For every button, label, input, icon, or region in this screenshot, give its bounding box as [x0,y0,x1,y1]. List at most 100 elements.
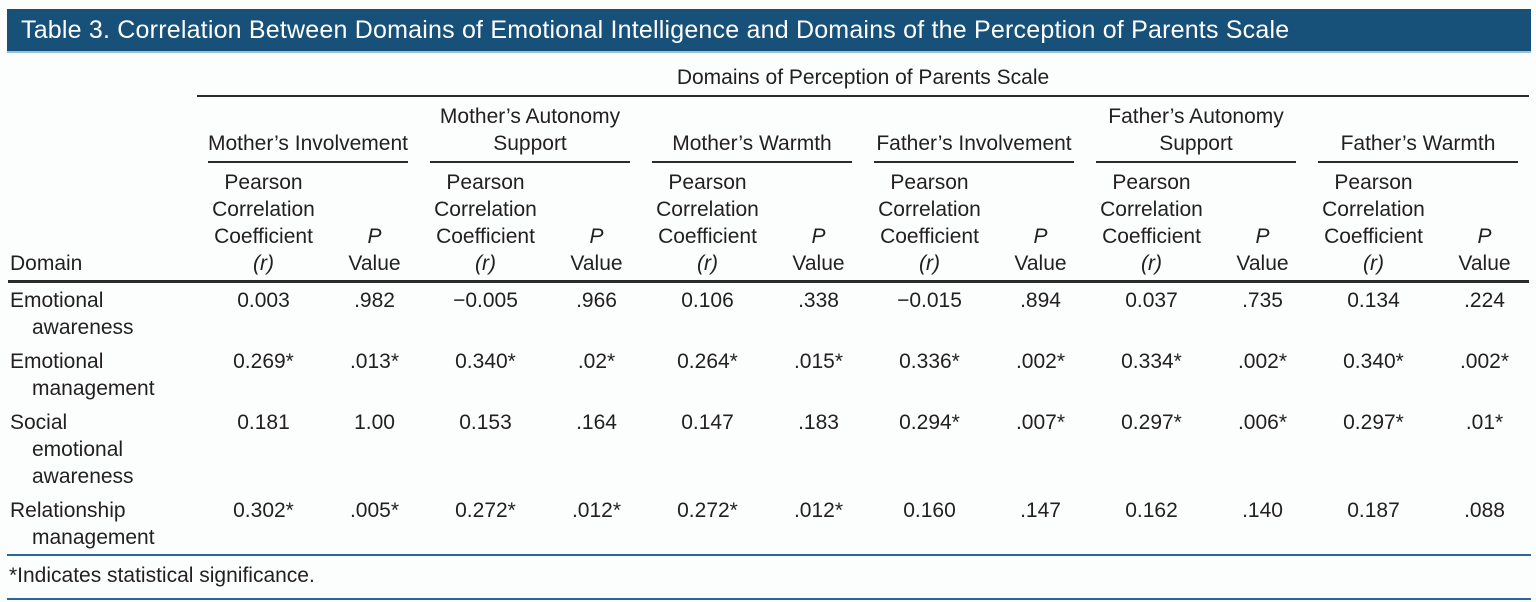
domain-line: awareness [32,316,134,339]
span-header-row: Domains of Perception of Parents Scale [8,53,1529,97]
r-symbol: (r) [1363,252,1384,275]
p-subheader-1: P Value [552,163,641,283]
domain-column-header: Domain [8,163,197,283]
p-subheader-line: Value [1014,252,1067,275]
group-header-label: Mother’s Involvement [208,128,408,163]
r-subheader-2: Pearson Correlation Coefficient (r) [641,163,774,283]
r-value-cell: 0.187 [1347,499,1400,522]
p-value-cell: .02* [577,350,616,373]
table-title: Table 3. Correlation Between Domains of … [21,16,1290,44]
r-subheader-5: Pearson Correlation Coefficient (r) [1307,163,1440,283]
r-value-cell: 0.147 [681,411,734,434]
r-value-cell: 0.153 [459,411,512,434]
table-row: Emotional management 0.269* .013* 0.340* .02*… [8,344,1529,405]
r-subheader-line: Correlation [1100,198,1203,221]
r-value-cell: 0.272* [677,499,738,522]
p-value-cell: .015* [793,350,844,373]
group-header-4: Father’s Autonomy Support [1085,96,1307,163]
r-value-cell: 0.272* [455,499,516,522]
p-value-cell: 1.00 [354,411,395,434]
correlation-table: Domains of Perception of Parents Scale M… [8,53,1529,554]
p-subheader-line: Value [1236,252,1289,275]
group-header-label: Father’s Involvement [874,128,1074,163]
group-header-label: Mother’s Warmth [652,128,852,163]
r-value-cell: 0.264* [677,350,738,373]
table-header: Domains of Perception of Parents Scale M… [8,53,1529,283]
p-value-cell: .735 [1242,289,1283,312]
span-header-text: Domains of Perception of Parents Scale [676,66,1050,89]
domain-line: Social [10,411,68,434]
p-value-cell: .005* [349,499,400,522]
footnote-text: *Indicates statistical significance. [9,564,315,587]
r-subheader-line: Coefficient [880,225,979,248]
p-value-cell: .894 [1020,289,1061,312]
r-subheader-line: Coefficient [436,225,535,248]
p-subheader-line: Value [570,252,623,275]
r-subheader-line: Pearson [890,171,969,194]
r-symbol: (r) [919,252,940,275]
r-value-cell: 0.160 [903,499,956,522]
domain-line: Emotional [10,289,104,312]
group-header-3: Father’s Involvement [863,96,1085,163]
domain-line: Emotional [10,350,104,373]
p-subheader-line: Value [792,252,845,275]
r-value-cell: −0.015 [897,289,962,312]
p-value-cell: .183 [798,411,839,434]
domain-line: emotional [32,438,124,461]
p-subheader-line: P [589,225,604,248]
r-subheader-3: Pearson Correlation Coefficient (r) [863,163,996,283]
r-value-cell: 0.294* [899,411,960,434]
p-value-cell: .147 [1020,499,1061,522]
r-value-cell: 0.340* [1343,350,1404,373]
r-symbol: (r) [475,252,496,275]
r-subheader-line: Pearson [1112,171,1191,194]
r-symbol: (r) [253,252,274,275]
p-value-cell: .002* [1015,350,1066,373]
p-subheader-line: P [811,225,826,248]
r-value-cell: −0.005 [453,289,518,312]
p-subheader-4: P Value [1218,163,1307,283]
r-value-cell: 0.162 [1125,499,1178,522]
group-header-label: Mother’s Autonomy Support [430,101,630,163]
group-header-row: Mother’s Involvement Mother’s Autonomy Su… [8,96,1529,163]
group-header-2: Mother’s Warmth [641,96,863,163]
r-value-cell: 0.106 [681,289,734,312]
p-subheader-line: Value [1458,252,1511,275]
domain-line: Relationship [10,499,126,522]
p-subheader-line: P [1255,225,1270,248]
p-value-cell: .007* [1015,411,1066,434]
p-value-cell: .224 [1464,289,1505,312]
group-header-label: Father’s Warmth [1318,128,1518,163]
row-domain-cell: Emotional management [8,344,197,405]
r-symbol: (r) [1141,252,1162,275]
r-value-cell: 0.269* [233,350,294,373]
table-row: Emotional awareness 0.003 .982 −0.005 .966 0.1… [8,282,1529,345]
p-value-cell: .338 [798,289,839,312]
r-value-cell: 0.336* [899,350,960,373]
r-value-cell: 0.181 [237,411,290,434]
r-value-cell: 0.302* [233,499,294,522]
r-subheader-line: Pearson [446,171,525,194]
r-subheader-4: Pearson Correlation Coefficient (r) [1085,163,1218,283]
r-subheader-line: Correlation [878,198,981,221]
group-row-spacer [8,96,197,163]
group-header-5: Father’s Warmth [1307,96,1529,163]
group-header-1: Mother’s Autonomy Support [419,96,641,163]
r-subheader-0: Pearson Correlation Coefficient (r) [197,163,330,283]
r-subheader-line: Correlation [212,198,315,221]
row-domain-cell: Social emotional awareness [8,405,197,493]
r-symbol: (r) [697,252,718,275]
r-subheader-line: Coefficient [1102,225,1201,248]
p-value-cell: .012* [793,499,844,522]
p-value-cell: .012* [571,499,622,522]
p-subheader-line: Value [348,252,401,275]
p-value-cell: .006* [1237,411,1288,434]
sub-header-row: Domain Pearson Correlation Coefficient (r) P… [8,163,1529,283]
r-subheader-line: Pearson [1334,171,1413,194]
table-row: Relationship management 0.302* .005* 0.272*.… [8,493,1529,554]
r-subheader-line: Coefficient [214,225,313,248]
table-body: Emotional awareness 0.003 .982 −0.005 .966 0.1… [8,282,1529,555]
domain-line: management [32,526,155,549]
group-header-label: Father’s Autonomy Support [1096,101,1296,163]
table-row: Social emotional awareness 0.181 1.00 0.153 .1… [8,405,1529,493]
